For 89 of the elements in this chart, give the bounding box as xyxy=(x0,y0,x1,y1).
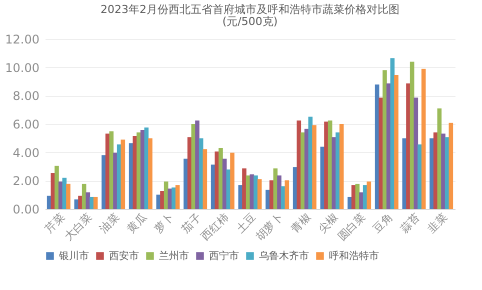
bar xyxy=(54,166,59,209)
bar xyxy=(210,164,216,209)
bar xyxy=(406,83,410,209)
bar xyxy=(348,196,352,209)
bar xyxy=(448,122,454,209)
x-tick-label: 黄瓜 xyxy=(124,210,150,236)
chart-subtitle: (元/500克) xyxy=(222,15,278,28)
bar xyxy=(246,175,250,209)
bar xyxy=(359,192,364,209)
bar xyxy=(136,132,141,209)
bar xyxy=(382,70,387,209)
legend-label: 乌鲁木齐市 xyxy=(259,250,309,262)
bar xyxy=(374,84,380,209)
bar xyxy=(280,186,286,209)
bar xyxy=(394,74,398,209)
bar xyxy=(433,132,438,209)
legend-label: 呼和浩特市 xyxy=(329,250,379,262)
bar xyxy=(304,128,309,209)
bar xyxy=(218,148,223,209)
bar xyxy=(336,132,340,209)
y-tick-label: 4.00 xyxy=(12,146,40,160)
bar xyxy=(105,134,110,209)
bar xyxy=(284,180,290,209)
bar xyxy=(90,196,94,209)
bar xyxy=(164,182,168,209)
y-tick-label: 0.00 xyxy=(12,202,40,216)
bar xyxy=(116,144,122,209)
chart-title: 2023年2月份西北五省首府城市及呼和浩特市蔬菜价格对比图 xyxy=(100,3,400,16)
y-tick-label: 2.00 xyxy=(12,174,40,188)
bar xyxy=(362,185,368,209)
bar xyxy=(46,196,52,209)
bar xyxy=(441,134,446,209)
bar xyxy=(312,125,316,209)
bar xyxy=(277,175,282,209)
bar xyxy=(351,185,356,209)
bar xyxy=(78,196,82,209)
bar xyxy=(148,138,152,209)
bar xyxy=(128,143,134,209)
bar xyxy=(222,158,227,209)
x-tick-label: 青椒 xyxy=(288,210,314,236)
bar xyxy=(300,132,305,209)
x-tick-label: 韭菜 xyxy=(425,210,450,236)
bar xyxy=(140,130,145,209)
bar xyxy=(254,175,258,209)
bar xyxy=(113,152,118,209)
bar xyxy=(328,120,332,209)
bar xyxy=(421,68,426,209)
y-tick-label: 8.00 xyxy=(12,89,40,104)
bar xyxy=(418,144,422,209)
y-tick-label: 10.00 xyxy=(5,60,40,75)
bar xyxy=(269,180,274,209)
bar xyxy=(230,152,234,209)
x-tick-label: 油菜 xyxy=(97,210,122,236)
y-tick-label: 12.00 xyxy=(5,32,40,46)
bar xyxy=(444,137,450,209)
legend-label: 银川市 xyxy=(58,250,89,262)
bar xyxy=(120,140,126,209)
bar xyxy=(102,155,106,209)
bar xyxy=(93,196,98,209)
x-tick-label: 萝卜 xyxy=(152,210,176,236)
bar xyxy=(198,138,204,209)
legend-label: 兰州市 xyxy=(159,250,189,262)
bar xyxy=(242,168,246,209)
bar xyxy=(172,187,176,209)
bar xyxy=(160,191,164,209)
bar xyxy=(58,182,63,209)
x-tick-label: 豆角 xyxy=(370,210,396,236)
bar xyxy=(202,149,208,209)
bar xyxy=(339,124,344,209)
legend-label: 西安市 xyxy=(109,250,139,262)
bar xyxy=(195,120,200,209)
legend-label: 西宁市 xyxy=(209,250,239,262)
bar xyxy=(187,137,192,209)
x-tick-label: 胡萝卜 xyxy=(253,210,286,244)
bar xyxy=(82,184,86,209)
bar xyxy=(184,158,188,209)
bar xyxy=(324,122,328,209)
bar xyxy=(410,62,414,209)
bar xyxy=(175,185,180,209)
bar xyxy=(366,182,372,209)
bar xyxy=(292,167,298,209)
x-tick-label: 蒜苔 xyxy=(398,210,422,236)
bar xyxy=(257,179,262,209)
y-tick-label: 6.00 xyxy=(12,118,40,132)
bar xyxy=(430,138,434,209)
bar xyxy=(266,190,270,209)
x-tick-label: 西红柿 xyxy=(198,210,232,244)
bar xyxy=(66,184,70,209)
bar xyxy=(386,83,391,209)
